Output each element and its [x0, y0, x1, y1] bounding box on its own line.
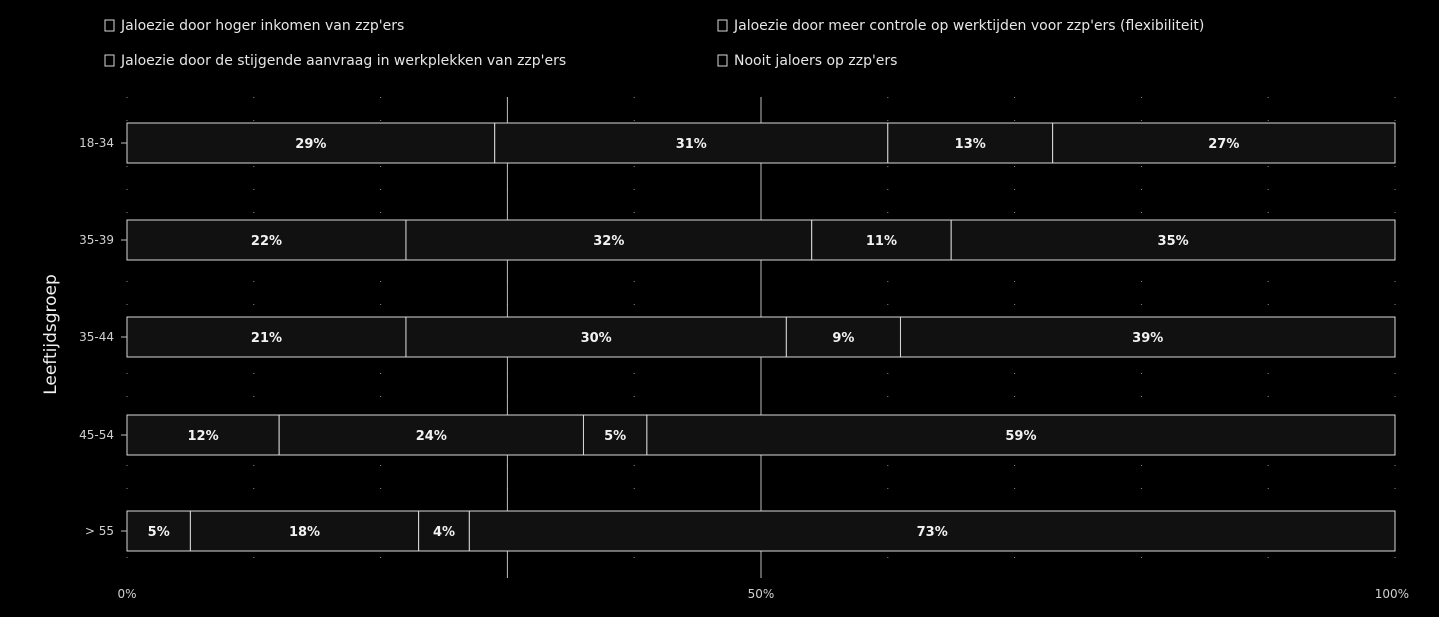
bar-segment: [811, 219, 952, 261]
bar-value-label: 5%: [148, 525, 170, 540]
legend-label-3: Nooit jaloers op zzp'ers: [734, 53, 897, 69]
bar-segment: [785, 316, 901, 358]
legend-swatch-0: [104, 19, 115, 32]
bar-segment: [126, 219, 407, 261]
y-tick-label: 45-54: [79, 428, 114, 442]
bar-segment: [405, 316, 787, 358]
bar-segment: [582, 414, 648, 456]
bar-value-label: 5%: [604, 429, 626, 444]
bar-value-label: 18%: [289, 525, 320, 540]
x-axis: 0% 50% 100%: [117, 587, 1409, 601]
bar-value-label: 11%: [866, 234, 897, 249]
bar-segment: [126, 316, 407, 358]
bar-value-label: 30%: [581, 331, 612, 346]
bar-value-label: 21%: [251, 331, 282, 346]
legend: Jaloezie door hoger inkomen van zzp'ers J…: [104, 18, 1204, 69]
bar-area: 29% 31% 13% 27% 22% 32% 11% 35% 21% 30% 9% 39% 12% 24…: [126, 122, 1396, 552]
y-axis: 18-34 35-39 35-44 45-54 > 55 Leeftijdsgroep: [41, 136, 127, 538]
bar-value-label: 27%: [1208, 137, 1239, 152]
bar-segment: [1052, 122, 1396, 164]
legend-label-1: Jaloezie door meer controle op werktijde…: [733, 18, 1204, 34]
bar-value-label: 39%: [1132, 331, 1163, 346]
legend-swatch-2: [104, 54, 115, 67]
bar-value-label: 4%: [433, 525, 455, 540]
bar-value-label: 12%: [188, 429, 219, 444]
bar-segment: [899, 316, 1396, 358]
bar-segment: [494, 122, 889, 164]
bar-segment: [405, 219, 813, 261]
bar-segment: [468, 510, 1396, 552]
bar-value-label: 73%: [917, 525, 948, 540]
x-tick-label: 100%: [1375, 587, 1409, 601]
bar-value-label: 31%: [676, 137, 707, 152]
legend-swatch-1: [717, 19, 728, 32]
x-tick-label: 50%: [748, 587, 775, 601]
bar-segment: [189, 510, 420, 552]
bar-value-label: 22%: [251, 234, 282, 249]
bar-segment: [126, 414, 280, 456]
bar-value-label: 13%: [955, 137, 986, 152]
bar-value-label: 35%: [1158, 234, 1189, 249]
bar-segment: [950, 219, 1396, 261]
y-tick-label: > 55: [85, 524, 114, 538]
bar-segment: [126, 510, 191, 552]
legend-label-0: Jaloezie door hoger inkomen van zzp'ers: [120, 18, 404, 34]
legend-label-2: Jaloezie door de stijgende aanvraag in w…: [120, 53, 566, 69]
bar-value-label: 24%: [416, 429, 447, 444]
bar-value-label: 32%: [593, 234, 624, 249]
x-tick-label: 0%: [117, 587, 136, 601]
y-tick-label: 35-39: [79, 233, 114, 247]
y-tick-label: 18-34: [79, 136, 114, 150]
y-tick-label: 35-44: [79, 330, 114, 344]
bar-value-label: 9%: [832, 331, 854, 346]
y-axis-title: Leeftijdsgroep: [41, 274, 61, 395]
legend-swatch-3: [717, 54, 728, 67]
bar-value-label: 29%: [295, 137, 326, 152]
bar-value-label: 59%: [1005, 429, 1036, 444]
bar-segment: [646, 414, 1396, 456]
